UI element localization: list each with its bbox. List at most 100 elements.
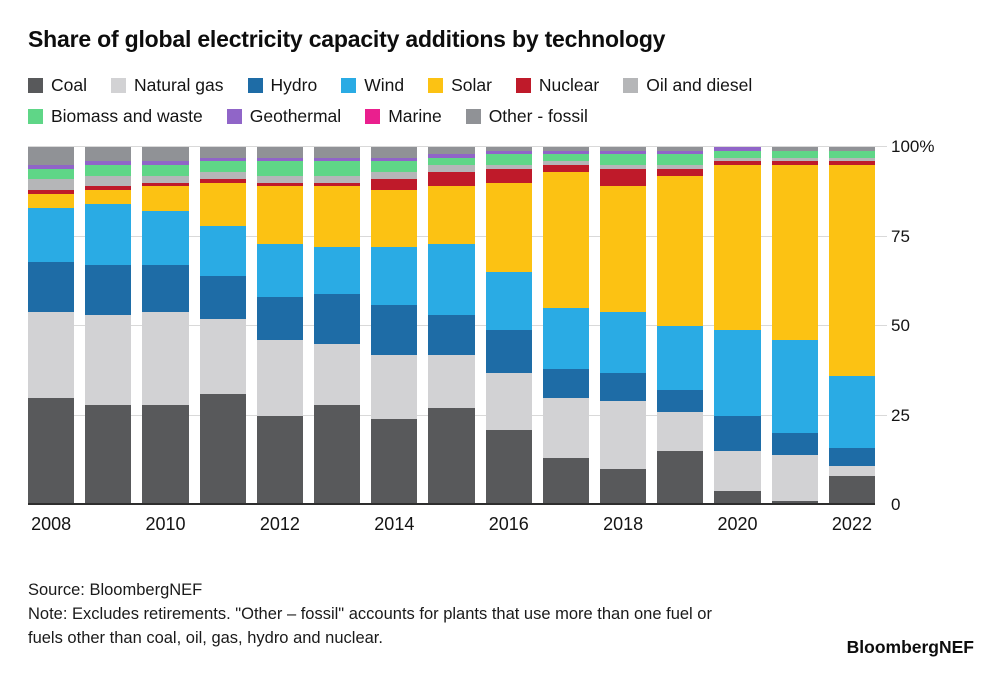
gridline-0	[28, 503, 875, 505]
bar-2008-segment-biomass-and-waste	[28, 168, 75, 180]
bar-2009	[85, 147, 132, 505]
bar-2020-segment-geothermal	[714, 147, 761, 151]
bar-2010-segment-natural-gas	[142, 311, 189, 405]
bar-2020-segment-natural-gas	[714, 451, 761, 491]
bar-2013	[314, 147, 361, 505]
bar-2021-segment-solar	[771, 164, 818, 341]
bar-2018-segment-geothermal	[600, 150, 647, 155]
bar-2011-segment-other-fossil	[199, 147, 246, 158]
legend-label-other-fossil: Other - fossil	[488, 106, 588, 126]
bar-2019-segment-hydro	[657, 390, 704, 412]
bar-2022-segment-hydro	[828, 447, 876, 466]
bar-2008-segment-other-fossil	[28, 147, 75, 165]
bar-2020	[714, 147, 761, 505]
bar-2017-segment-oil-and-diesel	[542, 161, 590, 165]
bar-2012-segment-other-fossil	[256, 147, 304, 158]
bar-2008-segment-oil-and-diesel	[28, 179, 75, 191]
bar-2019-segment-wind	[657, 326, 704, 391]
bar-2022-segment-oil-and-diesel	[828, 157, 876, 162]
legend-item-nuclear: Nuclear	[515, 75, 599, 96]
bars	[28, 147, 876, 505]
x-tick-2019	[657, 514, 703, 535]
bar-2010-segment-other-fossil	[142, 147, 189, 162]
bar-2012-segment-biomass-and-waste	[256, 161, 304, 176]
legend-item-marine: Marine	[365, 106, 442, 127]
wind-swatch	[341, 78, 357, 93]
bar-2008-segment-hydro	[28, 261, 75, 312]
x-tick-2015	[428, 514, 474, 535]
bar-2021-segment-biomass-and-waste	[771, 150, 818, 158]
bar-2020-segment-coal	[714, 490, 761, 505]
legend-item-wind: Wind	[341, 75, 404, 96]
bar-2011-segment-geothermal	[199, 157, 246, 162]
bar-2010-segment-solar	[142, 186, 189, 212]
marine-swatch	[365, 109, 381, 124]
bar-2017-segment-hydro	[542, 368, 590, 398]
y-tick-label-25: 25	[891, 405, 910, 425]
bar-2009-segment-biomass-and-waste	[85, 164, 132, 176]
bar-2017-segment-nuclear	[542, 164, 590, 173]
geothermal-swatch	[226, 109, 242, 124]
bar-2018-segment-other-fossil	[600, 147, 647, 151]
bar-2021-segment-natural-gas	[771, 454, 818, 502]
bar-2019-segment-geothermal	[657, 150, 704, 155]
bar-2015-segment-natural-gas	[428, 354, 475, 409]
bar-2016-segment-geothermal	[485, 150, 532, 155]
x-tick-2011	[200, 514, 246, 535]
bar-2018-segment-coal	[600, 469, 647, 505]
bar-2017-segment-natural-gas	[542, 397, 590, 459]
bar-2009-segment-hydro	[85, 265, 132, 316]
bar-2021-segment-wind	[771, 340, 818, 434]
legend-item-natural-gas: Natural gas	[111, 75, 224, 96]
bar-2017-segment-other-fossil	[542, 147, 590, 151]
bar-2017-segment-coal	[542, 458, 590, 505]
legend-label-geothermal: Geothermal	[249, 106, 342, 126]
bar-2011-segment-biomass-and-waste	[199, 161, 246, 173]
bar-2012-segment-wind	[256, 243, 304, 298]
bar-2013-segment-wind	[314, 247, 361, 294]
bar-2008-segment-coal	[28, 397, 75, 505]
bar-2010	[142, 147, 189, 505]
legend-label-natural-gas: Natural gas	[134, 75, 224, 95]
bar-2008-segment-nuclear	[28, 190, 75, 194]
plot-area	[28, 146, 887, 505]
legend-item-solar: Solar	[428, 75, 492, 96]
bar-2010-segment-nuclear	[142, 182, 189, 187]
legend-item-oil-and-diesel: Oil and diesel	[623, 75, 752, 96]
y-tick-label-50: 50	[891, 316, 910, 335]
bar-2016-segment-coal	[485, 429, 532, 505]
legend-label-biomass-and-waste: Biomass and waste	[51, 106, 203, 126]
bar-2015-segment-hydro	[428, 315, 475, 355]
bar-2011-segment-coal	[199, 394, 246, 505]
legend-item-coal: Coal	[28, 75, 87, 96]
bar-2019-segment-natural-gas	[657, 411, 704, 452]
oil-and-diesel-swatch	[623, 78, 639, 93]
bar-2011-segment-nuclear	[199, 179, 246, 183]
bar-2012-segment-hydro	[256, 297, 304, 341]
bar-2014-segment-geothermal	[371, 157, 418, 162]
x-tick-2021	[772, 514, 818, 535]
bar-2021-segment-nuclear	[771, 161, 818, 165]
bar-2016-segment-hydro	[485, 329, 532, 373]
bar-2021	[771, 147, 818, 505]
bar-2011-segment-solar	[199, 182, 246, 226]
bar-2022-segment-coal	[828, 476, 876, 505]
bar-2009-segment-oil-and-diesel	[85, 175, 132, 187]
bar-2020-segment-hydro	[714, 415, 761, 452]
bar-2018	[600, 147, 647, 505]
bar-2008-segment-geothermal	[28, 164, 75, 169]
bar-2011-segment-hydro	[199, 275, 246, 319]
bar-2015-segment-oil-and-diesel	[428, 164, 475, 173]
bar-2014-segment-coal	[371, 419, 418, 505]
bar-2015-segment-geothermal	[428, 154, 475, 158]
bar-2010-segment-geothermal	[142, 161, 189, 165]
bar-2009-segment-wind	[85, 204, 132, 266]
bar-2021-segment-other-fossil	[771, 147, 818, 151]
bar-2011-segment-natural-gas	[199, 318, 246, 395]
bar-2014-segment-nuclear	[371, 179, 418, 191]
bar-2012-segment-coal	[256, 415, 304, 505]
bar-2022-segment-wind	[828, 376, 876, 448]
bar-2014-segment-wind	[371, 247, 418, 305]
bar-2022	[828, 147, 876, 505]
